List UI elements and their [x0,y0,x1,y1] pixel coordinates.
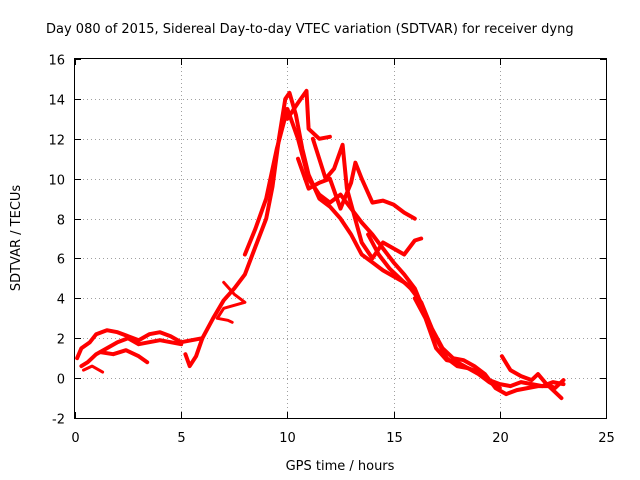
y-tick-label: 12 [48,134,65,149]
chart-title: Day 080 of 2015, Sidereal Day-to-day VTE… [46,22,574,37]
y-tick-label: 10 [48,174,65,189]
x-tick-label: 5 [177,431,185,446]
series-track-7 [242,106,566,389]
series-track-11 [366,232,564,401]
series-track-5 [183,90,417,369]
x-tick-label: 10 [279,431,296,446]
y-tick-label: 8 [57,214,65,229]
y-tick-label: 2 [57,333,65,348]
x-tick-label: 20 [492,431,509,446]
series-track-3 [82,364,105,374]
series-track-12 [412,296,502,391]
series-track-8 [285,88,332,141]
y-axis-label: SDTVAR / TECUs [9,185,24,292]
y-tick-label: -2 [52,413,65,428]
y-tick-label: 14 [48,94,65,109]
y-tick-label: 0 [57,373,65,388]
series-track-6 [215,280,247,324]
x-axis: 0 5 10 15 20 25 [71,59,615,446]
y-tick-label: 16 [48,54,65,69]
series-track-1 [75,328,205,361]
grid-lines [75,59,606,418]
x-tick-label: 0 [71,431,79,446]
plot-frame [74,58,607,419]
series-track-2 [79,336,184,369]
y-tick-label: 6 [57,253,65,268]
y-axis: -2 0 2 4 6 8 10 12 14 16 [48,54,606,428]
series-track-4 [98,348,150,365]
x-axis-label: GPS time / hours [286,459,395,474]
series-track-9 [296,156,417,221]
x-tick-label: 15 [386,431,403,446]
y-tick-label: 4 [57,293,65,308]
x-tick-label: 25 [598,431,615,446]
data-series [75,88,566,401]
series-track-13 [499,354,566,391]
series-track-10 [310,136,424,261]
